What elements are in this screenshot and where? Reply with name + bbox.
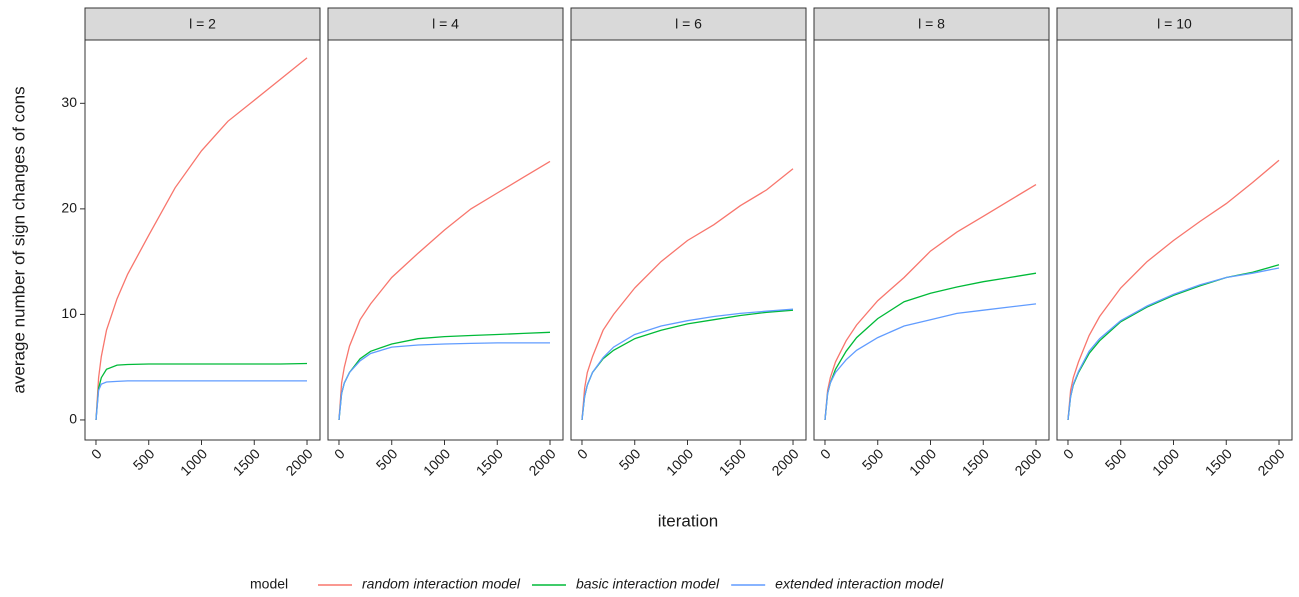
series-line (95, 362, 308, 420)
facet-title: l = 2 (189, 16, 216, 32)
facet-title: l = 6 (675, 16, 702, 32)
x-tick-label: 1000 (1149, 445, 1182, 478)
series-line (1067, 267, 1280, 420)
series-line (824, 303, 1037, 420)
x-tick-label: 1000 (663, 445, 696, 478)
series-line (581, 168, 794, 420)
y-axis-label: average number of sign changes of cons (9, 86, 28, 393)
x-tick-label: 0 (88, 445, 105, 462)
y-tick-label: 10 (61, 305, 77, 321)
strip (1056, 7, 1293, 41)
series-line (1067, 159, 1280, 420)
x-tick-label: 0 (1060, 445, 1077, 462)
strip (84, 7, 321, 41)
legend-label: basic interaction model (576, 576, 720, 592)
strip (813, 7, 1050, 41)
x-tick-label: 1500 (959, 445, 992, 478)
series-line (581, 308, 794, 420)
x-tick-label: 1500 (1202, 445, 1235, 478)
x-tick-label: 500 (1102, 445, 1130, 473)
x-tick-label: 500 (616, 445, 644, 473)
x-tick-label: 500 (859, 445, 887, 473)
x-tick-label: 500 (130, 445, 158, 473)
y-tick-label: 30 (61, 94, 77, 110)
facet-title: l = 10 (1157, 16, 1192, 32)
series-line (338, 342, 550, 420)
x-tick-label: 0 (331, 445, 348, 462)
x-tick-label: 1500 (230, 445, 263, 478)
x-tick-label: 2000 (525, 445, 558, 478)
x-tick-label: 2000 (1011, 445, 1044, 478)
series-line (824, 184, 1037, 420)
x-tick-label: 2000 (282, 445, 315, 478)
series-line (95, 380, 307, 420)
facet-title: l = 8 (918, 16, 945, 32)
panel (327, 39, 564, 441)
series-line (338, 160, 551, 420)
y-tick-label: 20 (61, 200, 77, 216)
x-tick-label: 1000 (177, 445, 210, 478)
panel (84, 39, 321, 441)
x-tick-label: 2000 (768, 445, 801, 478)
panel (813, 39, 1050, 441)
x-tick-label: 1000 (906, 445, 939, 478)
legend-label: random interaction model (362, 576, 521, 592)
strip (570, 7, 807, 41)
series-line (95, 57, 308, 420)
facet-title: l = 4 (432, 16, 459, 32)
x-tick-label: 0 (817, 445, 834, 462)
legend-title: model (250, 576, 288, 592)
x-tick-label: 0 (574, 445, 591, 462)
x-tick-label: 1500 (473, 445, 506, 478)
legend-label: extended interaction model (775, 576, 944, 592)
x-tick-label: 500 (373, 445, 401, 473)
y-tick-label: 0 (69, 411, 77, 427)
x-tick-label: 1500 (716, 445, 749, 478)
strip (327, 7, 564, 41)
x-tick-label: 2000 (1254, 445, 1287, 478)
x-axis-label: iteration (658, 511, 718, 530)
x-tick-label: 1000 (420, 445, 453, 478)
